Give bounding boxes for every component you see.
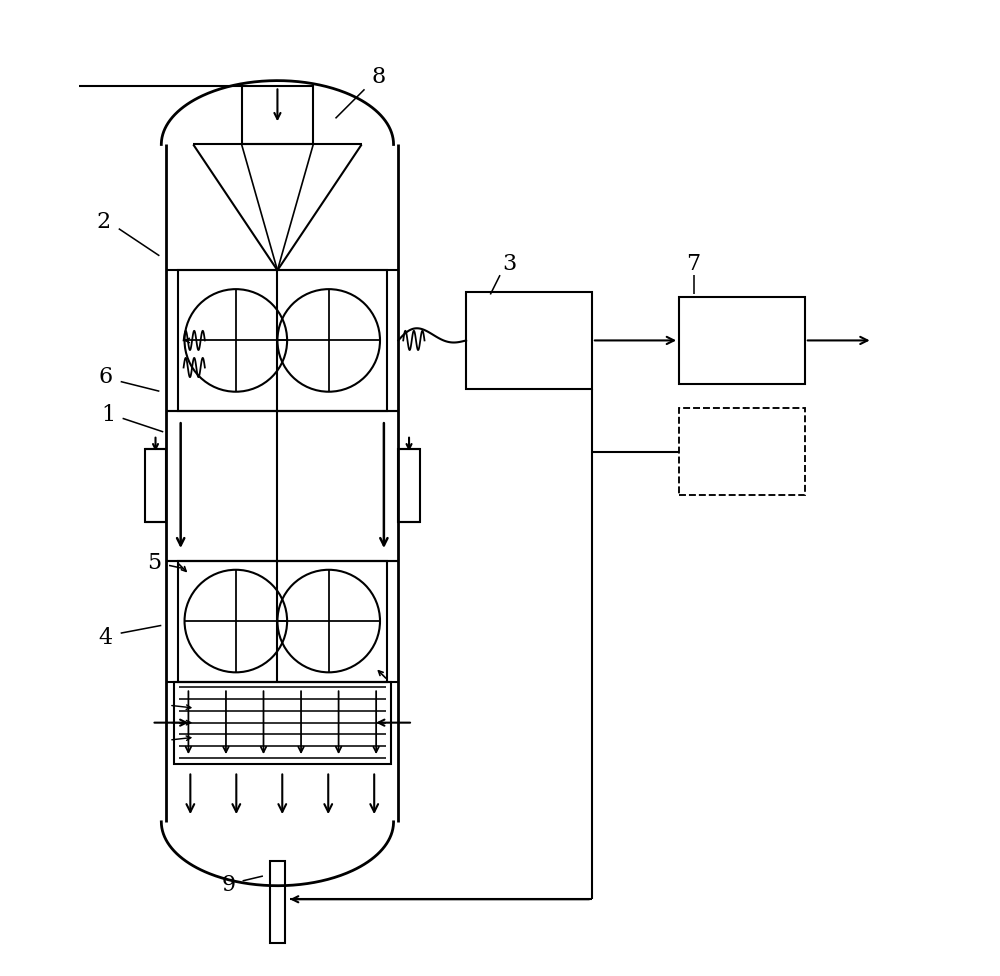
Bar (178, 560, 387, 681)
Bar (178, 270, 387, 411)
Text: 4: 4 (98, 627, 112, 649)
Text: 3: 3 (503, 253, 517, 274)
Text: 5: 5 (147, 552, 162, 575)
Bar (174, 681, 391, 764)
Bar (679, 408, 805, 495)
Bar (145, 449, 166, 522)
Bar (466, 292, 592, 388)
Text: 7: 7 (686, 253, 701, 274)
Bar (242, 87, 313, 144)
Text: 1: 1 (101, 404, 115, 427)
Text: 6: 6 (98, 366, 112, 387)
Text: 9: 9 (222, 874, 236, 896)
Bar (270, 861, 285, 943)
Bar (398, 449, 420, 522)
Text: 2: 2 (96, 211, 110, 233)
Text: 8: 8 (372, 65, 386, 88)
Bar (679, 297, 805, 384)
